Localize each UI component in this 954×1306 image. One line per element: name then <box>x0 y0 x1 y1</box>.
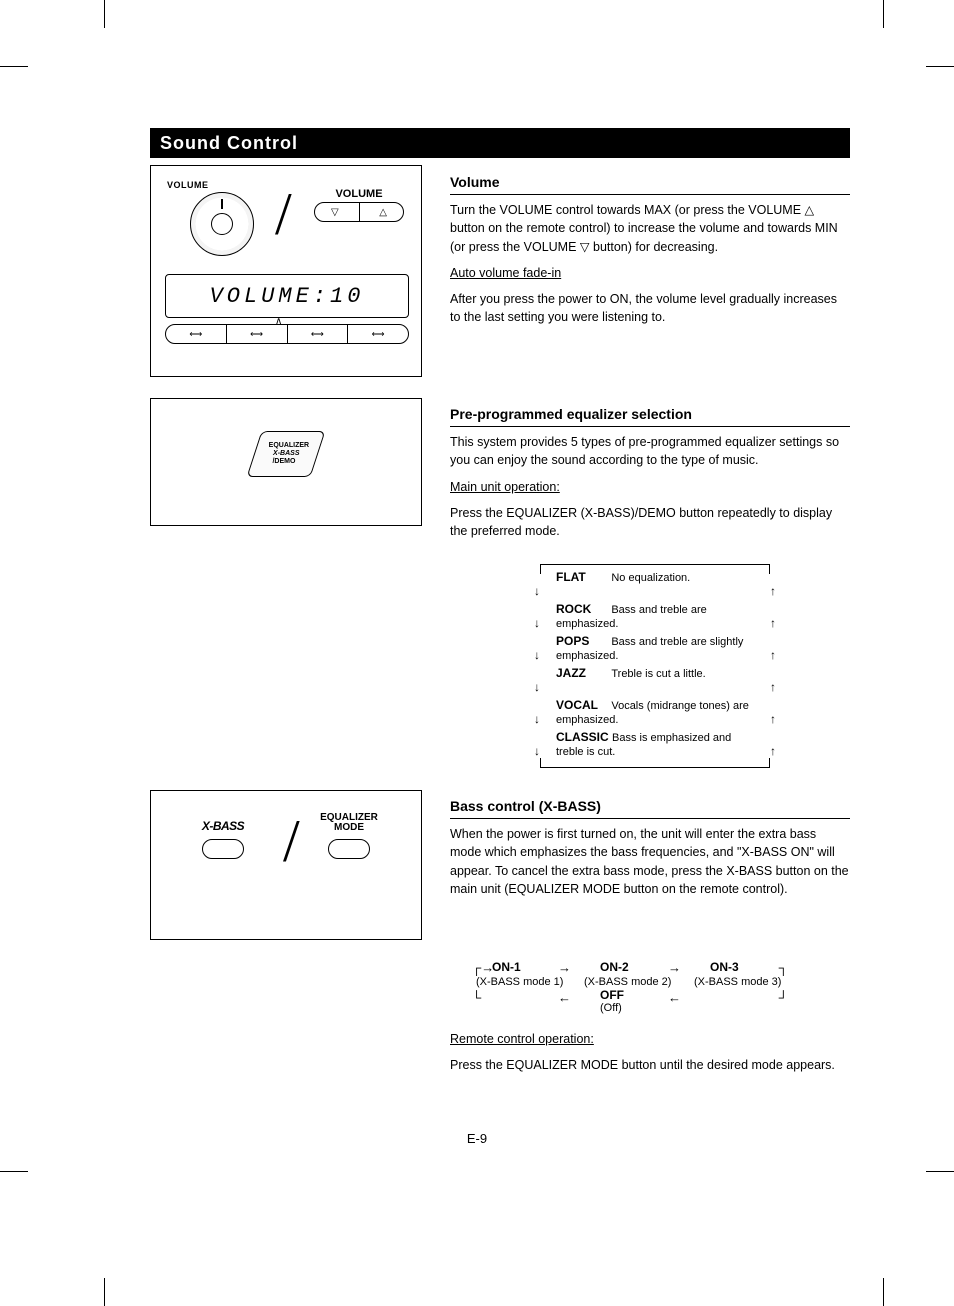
equalizer-mode-list: ↓↑ FLAT No equalization. ↓↑ ROCK Bass an… <box>540 558 770 774</box>
volume-down-glyph: ▽ <box>580 240 590 254</box>
volume-down-icon: ▽ <box>331 207 339 218</box>
divider-slash: / <box>283 807 300 876</box>
divider-slash: / <box>275 180 292 249</box>
remote-volume-label: VOLUME <box>309 188 409 200</box>
xbass-illustration: X-BASS / EQUALIZER MODE <box>150 790 422 940</box>
equalizer-intro: This system provides 5 types of pre-prog… <box>450 433 850 469</box>
remote-op-label: Remote control operation: <box>450 1032 594 1046</box>
lcd-display: VOLUME:10 <box>165 274 409 318</box>
xbass-logo: X-BASS <box>173 819 273 833</box>
volume-up-icon: △ <box>379 207 387 218</box>
remote-op-body: Press the EQUALIZER MODE button until th… <box>450 1056 850 1074</box>
auto-fade-heading: Auto volume fade-in <box>450 266 561 280</box>
equalizer-button-illustration: EQUALIZER X-BASS /DEMO <box>150 398 422 526</box>
eqmode-button-icon <box>328 839 370 859</box>
page-number: E-9 <box>467 1131 487 1146</box>
section-title: Sound Control <box>150 128 850 158</box>
auto-fade-text: After you press the power to ON, the vol… <box>450 290 850 326</box>
remote-volume-button-icon: ▽ △ <box>314 202 404 222</box>
volume-heading: Volume <box>450 172 850 192</box>
xbass-cycle-diagram: ┌→ → → ┐ ON-1 ON-2 ON-3 (X-BASS mode 1) … <box>472 942 782 1000</box>
button-row-illustration: ⟷ ⟷ ⟷ ⟷ <box>165 324 409 344</box>
knob-label: VOLUME <box>167 180 277 190</box>
main-unit-label: Main unit operation: <box>450 480 560 494</box>
equalizer-demo-button-icon: EQUALIZER X-BASS /DEMO <box>247 431 326 477</box>
volume-up-glyph: △ <box>805 203 815 217</box>
volume-text: Turn the VOLUME control towards MAX (or … <box>450 201 850 255</box>
equalizer-heading: Pre-programmed equalizer selection <box>450 404 850 424</box>
volume-illustration: VOLUME / VOLUME ▽ △ VOLUME:10 ∧ ⟷ ⟷ ⟷ ⟷ <box>150 165 422 377</box>
volume-knob-icon <box>190 192 254 256</box>
xbass-button-icon <box>202 839 244 859</box>
main-unit-body: Press the EQUALIZER (X-BASS)/DEMO button… <box>450 504 850 540</box>
eqmode-label: MODE <box>299 823 399 833</box>
bass-heading: Bass control (X-BASS) <box>450 796 850 816</box>
bass-intro: When the power is first turned on, the u… <box>450 825 850 898</box>
